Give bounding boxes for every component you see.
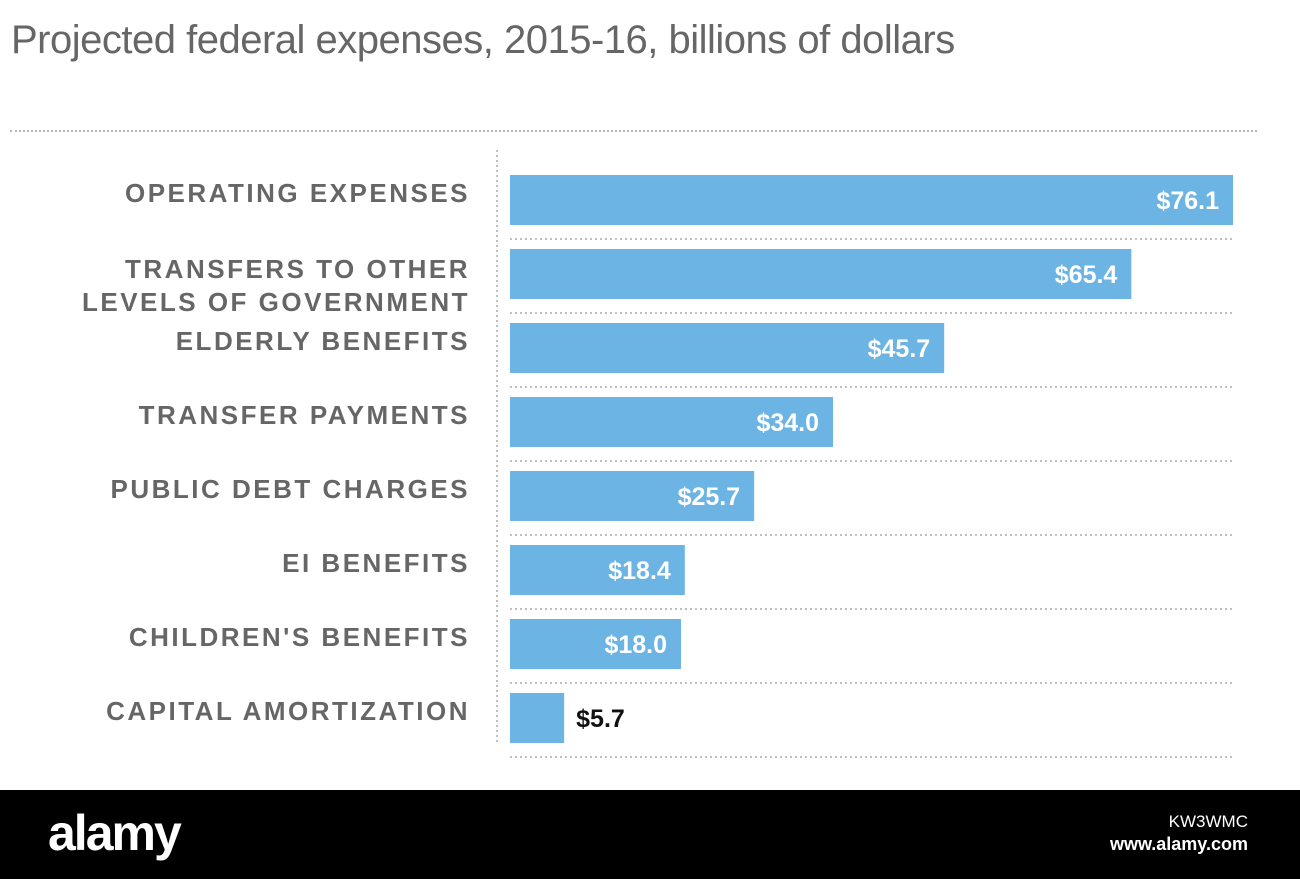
bar: [510, 471, 755, 521]
category-label: OPERATING EXPENSES: [125, 178, 470, 208]
value-label: $45.7: [868, 335, 931, 363]
value-label: $76.1: [1156, 187, 1219, 215]
category-label: CAPITAL AMORTIZATION: [106, 696, 470, 726]
watermark-footer: alamy KW3WMC www.alamy.com: [0, 790, 1300, 879]
category-label: TRANSFER PAYMENTS: [139, 400, 470, 430]
category-label: PUBLIC DEBT CHARGES: [110, 474, 470, 504]
title-divider: [10, 130, 1257, 132]
category-label: EI BENEFITS: [282, 548, 470, 578]
value-label: $25.7: [678, 483, 741, 511]
value-label: $5.7: [576, 705, 625, 733]
value-label: $65.4: [1055, 261, 1118, 289]
bar: [510, 397, 834, 447]
chart-title: Projected federal expenses, 2015-16, bil…: [11, 18, 955, 62]
category-label: TRANSFERS TO OTHER: [125, 254, 470, 284]
category-label: ELDERLY BENEFITS: [176, 326, 470, 356]
brand-logo: alamy: [48, 805, 182, 861]
bar: [510, 619, 682, 669]
image-id: KW3WMC: [1168, 812, 1248, 831]
category-label: LEVELS OF GOVERNMENT: [82, 287, 470, 317]
bar: [510, 693, 565, 743]
value-label: $34.0: [756, 409, 819, 437]
site-url: www.alamy.com: [1109, 834, 1248, 854]
value-label: $18.0: [604, 631, 667, 659]
bar-chart: $76.1 OPERATING EXPENSES $65.4 TRANSFERS TO…: [82, 150, 1233, 758]
bar: [510, 323, 945, 373]
bar: [510, 545, 685, 595]
value-label: $18.4: [608, 557, 671, 585]
bar: [510, 175, 1233, 225]
category-label: CHILDREN'S BENEFITS: [129, 622, 470, 652]
bar: [510, 249, 1132, 299]
